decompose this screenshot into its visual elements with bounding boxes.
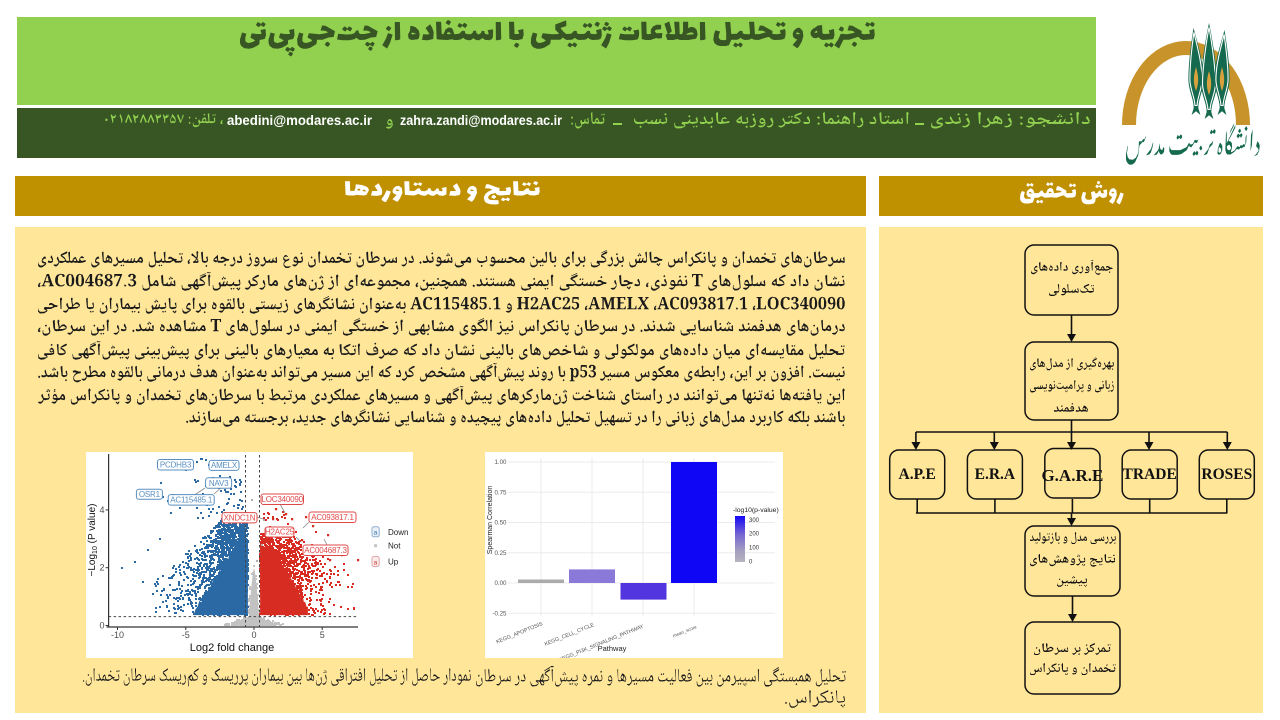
svg-text:-log10(p-value): -log10(p-value) <box>733 507 779 514</box>
svg-text:LOC340090: LOC340090 <box>262 495 304 504</box>
svg-text:AC004687.3: AC004687.3 <box>304 546 347 555</box>
svg-text:Up: Up <box>388 558 399 567</box>
svg-text:1.00: 1.00 <box>494 459 507 466</box>
svg-text:Spearman Correlation: Spearman Correlation <box>487 486 494 555</box>
svg-text:Pathway: Pathway <box>598 644 627 653</box>
svg-text:AC115485.1: AC115485.1 <box>170 496 213 505</box>
svg-text:-10: -10 <box>111 630 124 640</box>
svg-text:0.25: 0.25 <box>494 550 507 557</box>
svg-text:200: 200 <box>749 532 760 538</box>
svg-text:Log2 fold change: Log2 fold change <box>190 642 274 654</box>
svg-text:0.75: 0.75 <box>494 490 507 497</box>
svg-text:abedini@modares.ac.ir: abedini@modares.ac.ir <box>227 113 373 128</box>
svg-text:300: 300 <box>749 518 760 524</box>
svg-text:AC093817.1: AC093817.1 <box>311 513 354 522</box>
svg-text:5: 5 <box>320 630 325 640</box>
svg-text:H2AC25: H2AC25 <box>265 528 295 537</box>
svg-text:−Log10 (P value): −Log10 (P value) <box>87 504 99 577</box>
svg-text:0: 0 <box>749 560 753 566</box>
svg-text:0: 0 <box>99 621 104 631</box>
svg-text:OSR1: OSR1 <box>139 490 161 499</box>
svg-text:0: 0 <box>251 630 256 640</box>
svg-text:0.00: 0.00 <box>494 580 507 587</box>
svg-text:PCDHB3: PCDHB3 <box>160 461 192 470</box>
svg-text:100: 100 <box>749 546 760 552</box>
svg-text:Not: Not <box>388 542 401 551</box>
svg-text:a: a <box>374 530 378 537</box>
svg-text:-5: -5 <box>182 630 190 640</box>
svg-text:NAV3: NAV3 <box>209 479 229 488</box>
svg-text:XNDC1N: XNDC1N <box>224 514 256 523</box>
svg-text:0.50: 0.50 <box>494 520 507 527</box>
svg-text:zahra.zandi@modares.ac.ir: zahra.zandi@modares.ac.ir <box>400 113 563 128</box>
svg-text:Down: Down <box>388 528 408 537</box>
svg-text:-0.25: -0.25 <box>492 610 507 617</box>
svg-text:a: a <box>374 559 378 566</box>
svg-text:AMELX: AMELX <box>211 461 238 470</box>
svg-text:4: 4 <box>99 505 104 515</box>
svg-text:2: 2 <box>99 563 104 573</box>
